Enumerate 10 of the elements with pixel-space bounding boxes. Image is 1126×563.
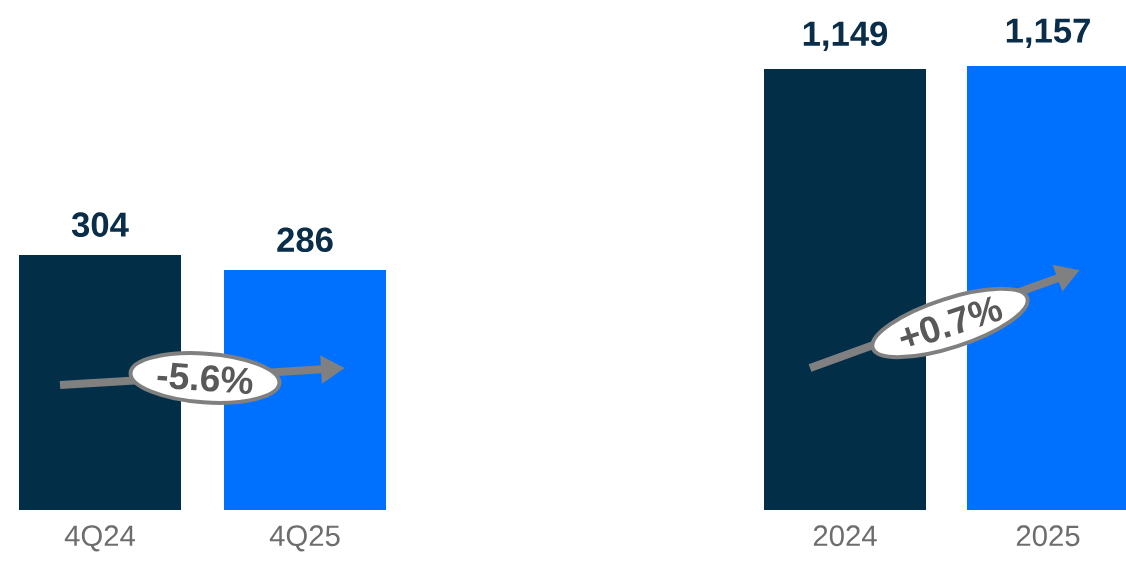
x-tick-label: 2025 bbox=[1016, 525, 1080, 547]
x-tick-label: 4Q24 bbox=[64, 525, 136, 552]
annotation: -5.6% bbox=[157, 362, 253, 395]
data-label: 1,157 bbox=[1006, 18, 1090, 48]
data-label: 1,149 bbox=[803, 21, 888, 52]
x-tick-label: 2024 bbox=[813, 525, 877, 547]
data-label: 304 bbox=[71, 212, 129, 237]
data-label: 286 bbox=[277, 227, 333, 253]
annotation: +0.7% bbox=[900, 296, 1003, 347]
x-tick-label: 4Q25 bbox=[269, 525, 340, 552]
